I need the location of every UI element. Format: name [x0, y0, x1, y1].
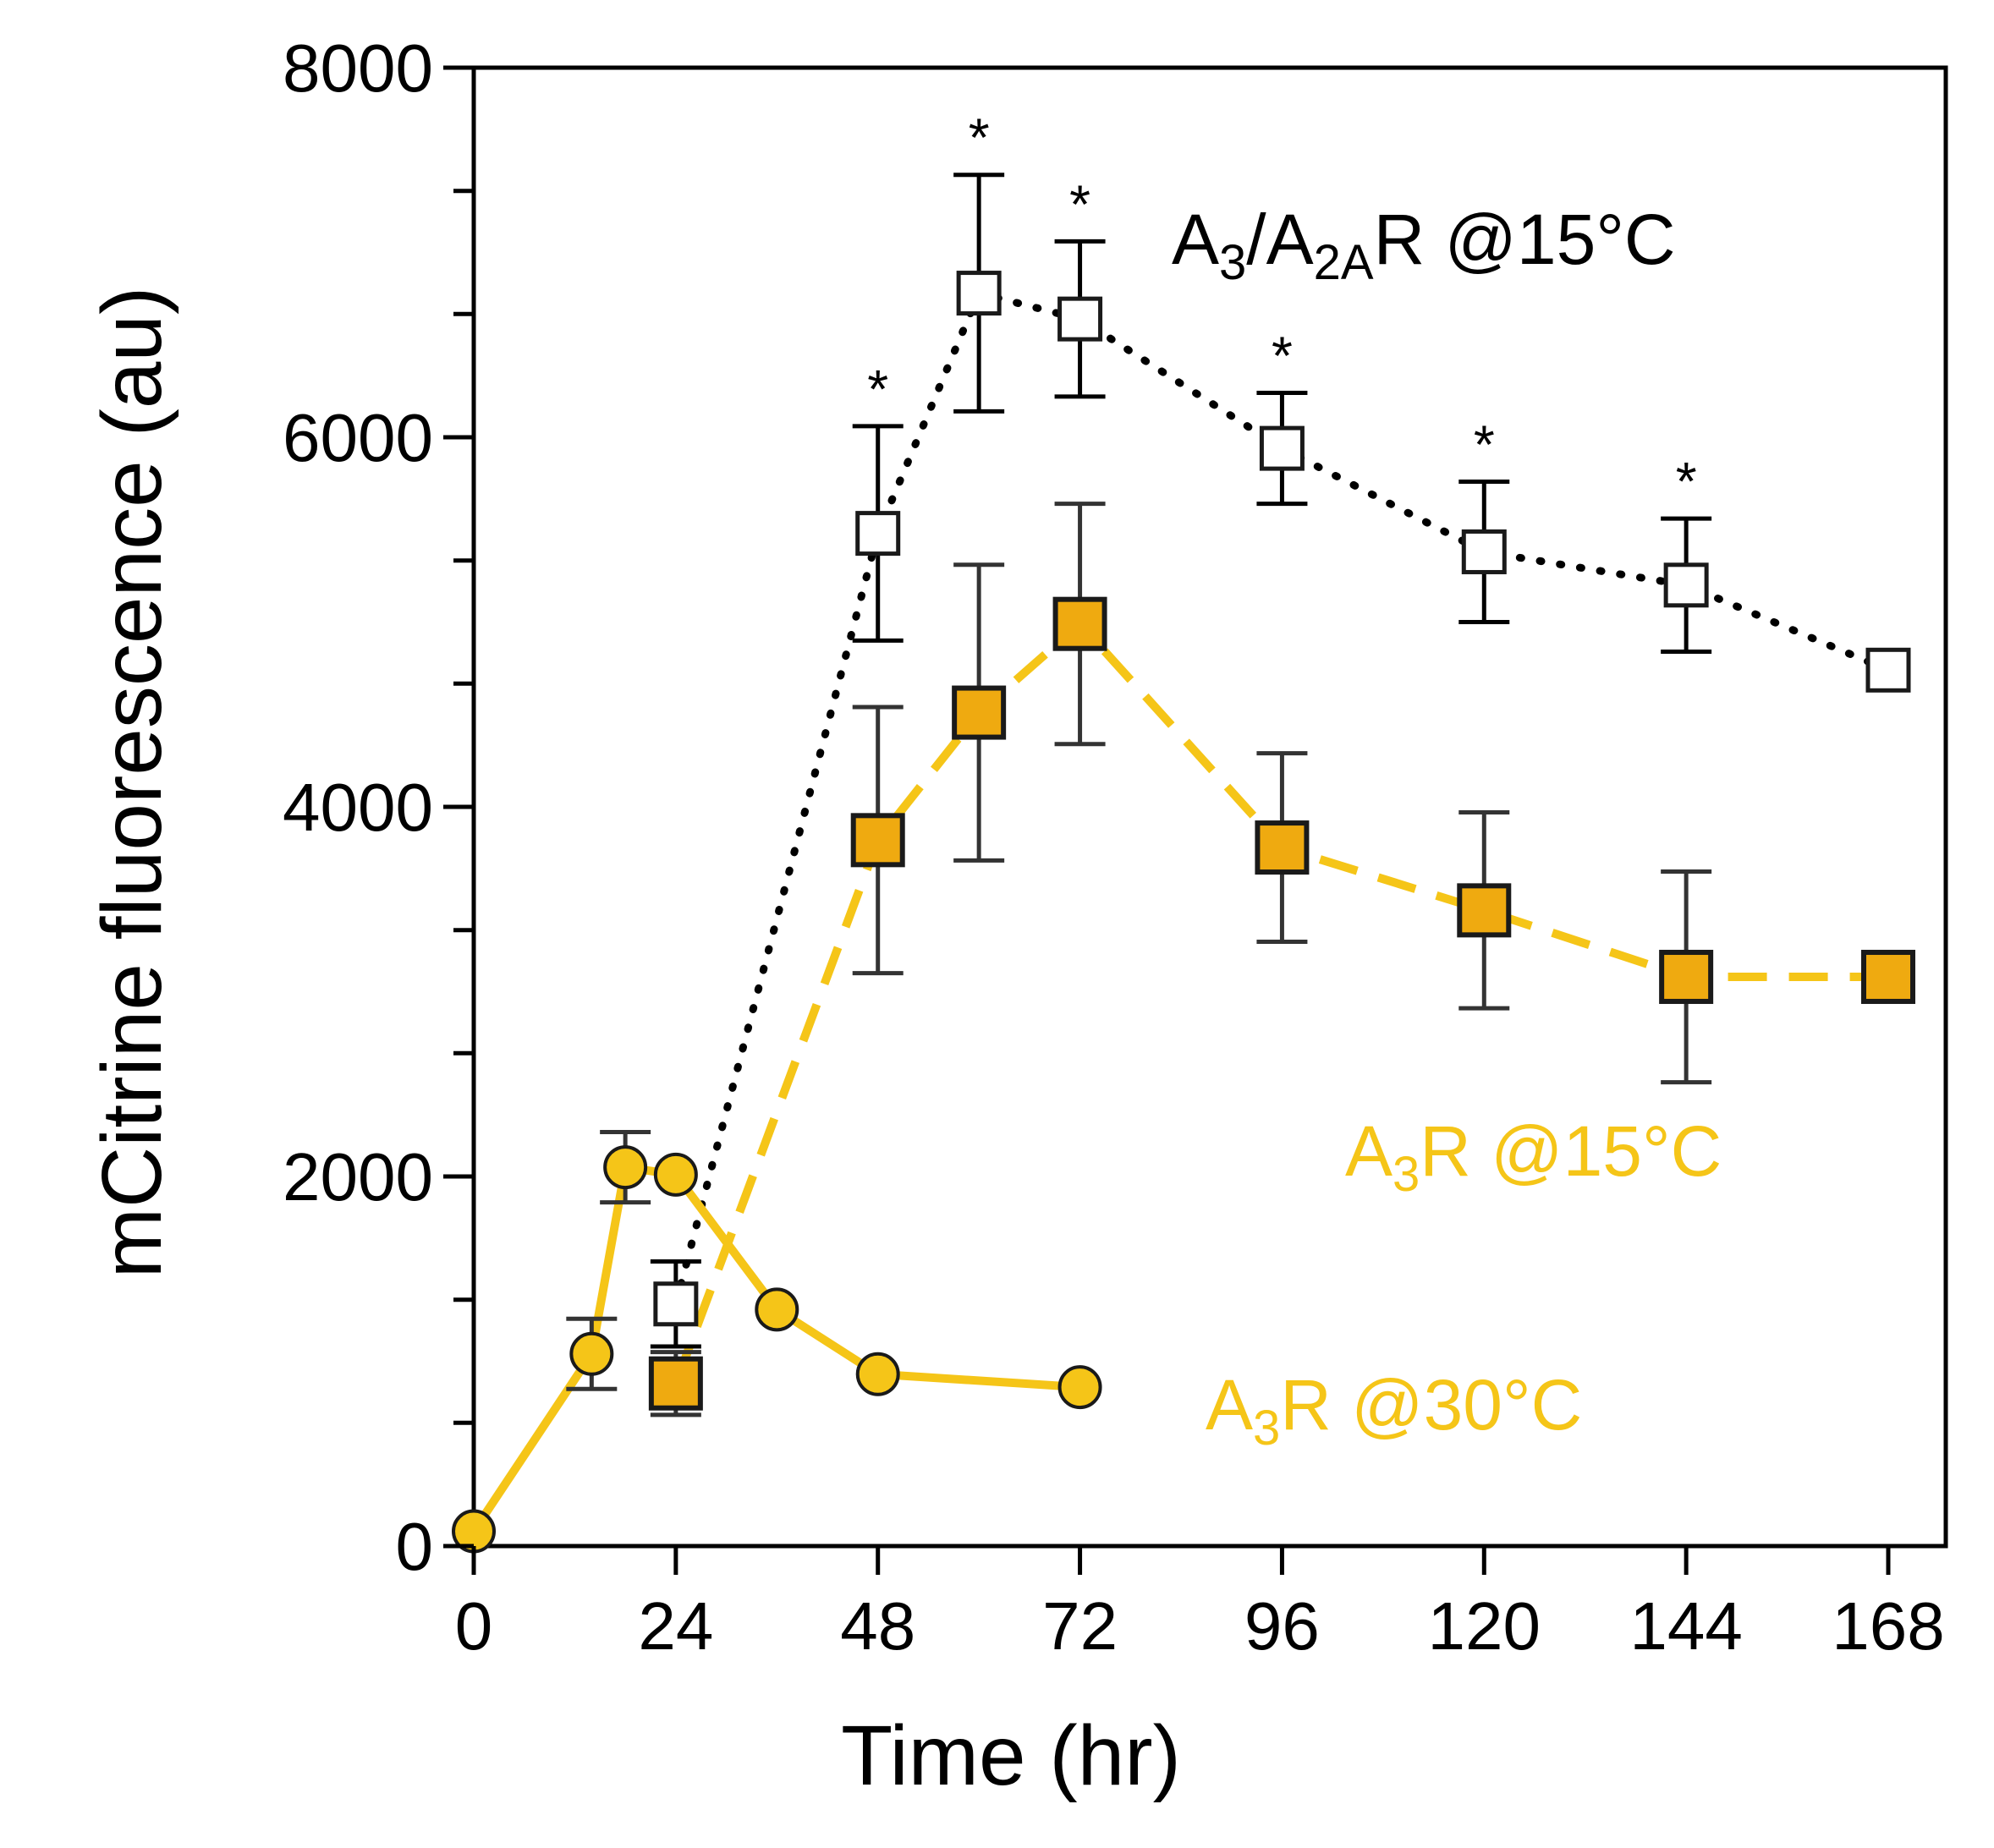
significance-asterisk: *: [969, 107, 990, 168]
data-point: [855, 511, 901, 557]
y-tick-label: 0: [396, 1509, 434, 1584]
data-point: [1861, 950, 1915, 1005]
x-tick-label: 96: [1244, 1588, 1320, 1664]
series-1: [648, 502, 1915, 1418]
series-label: A3R @15°C: [1345, 1111, 1722, 1202]
data-point: [1663, 562, 1709, 608]
series-label-text: A: [1172, 200, 1219, 279]
series-label: A3/A2AR @15°C: [1172, 200, 1676, 290]
x-tick-label: 120: [1428, 1588, 1541, 1664]
y-tick-label: 6000: [283, 400, 433, 475]
x-tick-label: 24: [638, 1588, 713, 1664]
data-point: [1057, 296, 1103, 342]
data-point: [855, 1352, 900, 1396]
data-point: [850, 813, 905, 868]
tick-layer: 0 24 48 72 96 120 144 168 0 2000 4000 6000 8000: [283, 30, 1945, 1664]
data-point: [1057, 1365, 1102, 1410]
x-tick-label: 168: [1832, 1588, 1944, 1664]
data-point: [952, 685, 1007, 740]
series-label-subscript: 3: [1219, 235, 1246, 290]
series-label-text: R @15°C: [1374, 200, 1676, 279]
series-label-text: /A: [1246, 200, 1313, 279]
data-point: [569, 1331, 614, 1376]
significance-asterisk: *: [1272, 326, 1293, 387]
x-tick-label: 0: [455, 1588, 493, 1664]
data-point: [1255, 820, 1310, 875]
data-point: [1457, 883, 1512, 938]
significance-asterisk: *: [1069, 173, 1090, 234]
series-label-subscript: 2A: [1314, 235, 1374, 290]
data-point: [653, 1281, 699, 1327]
data-point: [1659, 950, 1714, 1005]
data-point: [1052, 596, 1107, 651]
series-label-subscript: 3: [1253, 1401, 1280, 1456]
significance-asterisk: *: [867, 359, 888, 420]
y-axis-title: mCitrine fluorescence (au): [85, 287, 179, 1279]
data-point: [1259, 425, 1305, 471]
x-tick-label: 72: [1042, 1588, 1118, 1664]
data-point: [603, 1145, 648, 1190]
y-tick-label: 8000: [283, 30, 433, 106]
series-2: [452, 1130, 1102, 1554]
series-label-text: A: [1345, 1111, 1393, 1191]
series-label-text: R @15°C: [1420, 1111, 1722, 1191]
series-layer: * * * * * *: [452, 107, 1915, 1554]
data-point: [956, 271, 1002, 316]
series-0: * * * * * *: [650, 107, 1911, 1349]
data-point: [653, 1152, 698, 1197]
series-label-subscript: 3: [1393, 1147, 1420, 1202]
significance-asterisk: *: [1474, 414, 1495, 474]
series-label-text: R @30°C: [1280, 1365, 1582, 1445]
x-tick-label: 48: [840, 1588, 915, 1664]
y-tick-label: 4000: [283, 770, 433, 845]
data-point: [1461, 529, 1507, 574]
series-label-text: A: [1206, 1365, 1253, 1445]
data-point: [755, 1287, 799, 1332]
series-line: [672, 289, 1892, 1308]
series-label: A3R @30°C: [1206, 1365, 1582, 1456]
x-axis-title: Time (hr): [841, 1708, 1181, 1803]
data-point: [648, 1356, 703, 1411]
data-point: [1865, 647, 1911, 693]
y-tick-label: 2000: [283, 1139, 433, 1215]
significance-asterisk: *: [1676, 451, 1697, 512]
x-tick-label: 144: [1629, 1588, 1742, 1664]
